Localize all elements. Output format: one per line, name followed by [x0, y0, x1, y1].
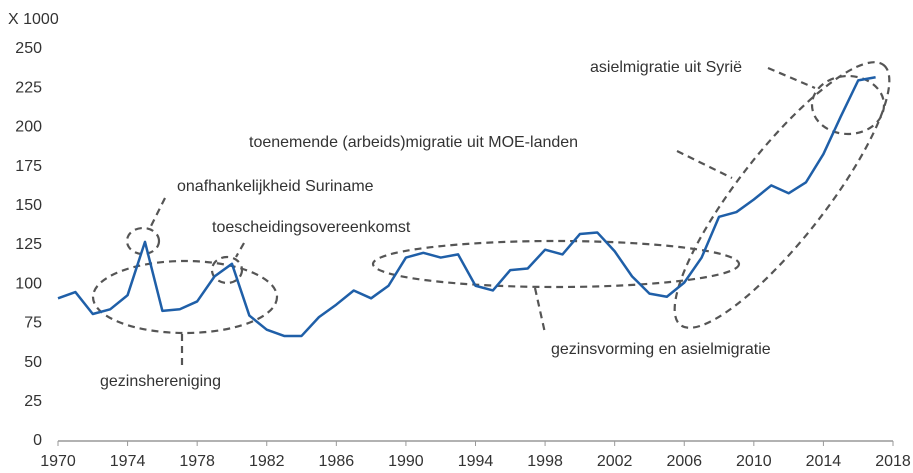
y-tick-label: 50 [24, 354, 42, 371]
y-tick-label: 150 [15, 197, 42, 214]
leader-line [235, 242, 245, 258]
y-tick-label: 25 [24, 393, 42, 410]
annotation-shapes [91, 61, 891, 368]
annotation: asielmigratie uit Syrië [590, 59, 742, 76]
y-tick-label: 225 [15, 79, 42, 96]
leader-line [676, 150, 733, 179]
annotation: toescheidingsovereenkomst [212, 219, 411, 236]
x-tick-label: 2014 [806, 453, 842, 470]
annotation: toenemende (arbeids)migratie uit MOE-lan… [249, 134, 578, 151]
annotation: gezinshereniging [100, 373, 221, 390]
annotation-ellipse [371, 239, 741, 289]
leader-line [767, 66, 816, 90]
x-tick-label: 2018 [875, 453, 911, 470]
annotation: onafhankelijkheid Suriname [177, 178, 374, 195]
y-unit-label: X 1000 [8, 11, 59, 28]
data-line [57, 75, 876, 338]
x-tick-label: 1990 [388, 453, 424, 470]
annotation-ellipse [210, 255, 244, 285]
y-tick-label: 75 [24, 315, 42, 332]
x-tick-label: 2002 [597, 453, 633, 470]
annotation: gezinsvorming en asielmigratie [551, 341, 771, 358]
x-tick-label: 2006 [666, 453, 702, 470]
x-tick-label: 1970 [40, 453, 76, 470]
y-tick-label: 125 [15, 236, 42, 253]
annotation-ellipse [673, 61, 891, 329]
leader-line [149, 197, 166, 229]
x-tick-label: 2010 [736, 453, 772, 470]
x-tick-label: 1994 [458, 453, 494, 470]
annotation-ellipse [125, 226, 161, 256]
annotation-ellipse [91, 259, 279, 335]
y-tick-label: 250 [15, 40, 42, 57]
x-tick-label: 1998 [527, 453, 563, 470]
x-tick-label: 1978 [179, 453, 215, 470]
y-tick-label: 200 [15, 119, 42, 136]
annotation-ellipse [810, 74, 886, 136]
y-tick-label: 0 [33, 432, 42, 449]
x-tick-label: 1986 [319, 453, 355, 470]
x-tick-label: 1974 [110, 453, 146, 470]
y-tick-label: 175 [15, 158, 42, 175]
y-tick-label: 100 [15, 275, 42, 292]
x-tick-label: 1982 [249, 453, 285, 470]
leader-line [533, 287, 547, 334]
